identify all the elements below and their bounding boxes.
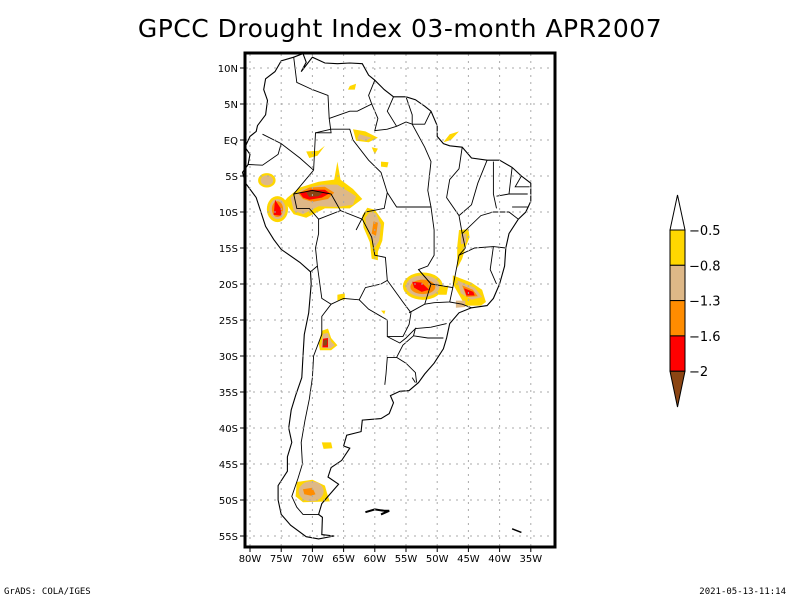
- lat-tick-label: 35S: [219, 388, 238, 399]
- lat-tick-label: EQ: [224, 136, 238, 147]
- state-border: [493, 162, 496, 209]
- country-border: [397, 357, 417, 382]
- lon-axis: 80W 75W 70W 65W 60W 55W 50W 45W 40W 35W: [239, 546, 543, 565]
- colorbar-label: −1.6: [689, 330, 721, 345]
- country-border: [248, 144, 281, 166]
- lon-tick-label: 60W: [363, 554, 386, 565]
- lon-tick-label: 45W: [457, 554, 480, 565]
- colorbar-label: −1.3: [689, 295, 721, 310]
- drought-patch-yellow: [443, 131, 459, 142]
- lon-tick-label: 35W: [519, 554, 542, 565]
- lat-tick-label: 40S: [219, 424, 238, 435]
- country-border: [412, 378, 415, 383]
- country-border: [387, 97, 396, 127]
- footer-credit: GrADS: COLA/IGES: [4, 587, 91, 597]
- drought-patch-yellow: [348, 84, 356, 90]
- drought-patch-yellow: [381, 162, 389, 168]
- colorbar-segment: [670, 336, 685, 371]
- colorbar-legend: −0.5 −0.8 −1.3 −1.6 −2: [670, 195, 721, 407]
- lat-axis: 10N 5N EQ 5S 10S 15S 20S 25S 30S 35S 40S 45S 50S 55S: [218, 64, 246, 543]
- colorbar-label: −0.5: [689, 224, 721, 239]
- country-border: [359, 280, 411, 336]
- drought-patch-yellow: [381, 311, 385, 315]
- lon-tick-label: 40W: [488, 554, 511, 565]
- country-border: [372, 104, 431, 131]
- colorbar-segment: [670, 265, 685, 300]
- map-figure: 10N5NEQ5S10S15S20S25S30S35S40S45S50S55S …: [0, 0, 800, 600]
- falkland-islands: [365, 509, 389, 514]
- lat-tick-label: 45S: [219, 460, 238, 471]
- colorbar-segment: [670, 301, 685, 336]
- lat-tick-label: 15S: [219, 244, 238, 255]
- state-border: [497, 167, 513, 196]
- colorbar-top-triangle: [670, 195, 685, 230]
- lon-tick-label: 50W: [426, 554, 449, 565]
- lon-tick-label: 55W: [395, 554, 418, 565]
- drought-patch-yellow: [322, 442, 333, 449]
- lon-tick-label: 65W: [332, 554, 355, 565]
- lat-tick-label: 10S: [219, 208, 238, 219]
- colorbar-label: −0.8: [689, 259, 721, 274]
- lat-tick-label: 50S: [219, 496, 238, 507]
- drought-patch-brown: [323, 339, 327, 346]
- state-border: [412, 124, 431, 207]
- state-border: [459, 160, 487, 215]
- lat-tick-label: 55S: [219, 532, 238, 543]
- footer-timestamp: 2021-05-13-11:14: [699, 587, 786, 597]
- state-border: [414, 336, 444, 338]
- drought-patch-tan: [261, 175, 273, 185]
- state-border: [387, 147, 465, 287]
- colorbar-label: −2: [689, 365, 708, 380]
- colorbar-segment: [670, 230, 685, 265]
- lat-tick-label: 10N: [218, 64, 238, 75]
- lat-tick-label: 20S: [219, 280, 238, 291]
- country-border: [406, 97, 412, 124]
- lon-tick-label: 75W: [270, 554, 293, 565]
- state-border: [490, 247, 496, 284]
- lat-tick-label: 30S: [219, 352, 238, 363]
- state-border: [515, 176, 529, 187]
- lon-tick-label: 70W: [301, 554, 324, 565]
- south-georgia: [512, 529, 521, 533]
- state-border: [415, 324, 446, 329]
- gridlines: [246, 54, 554, 546]
- lat-tick-label: 5S: [225, 172, 238, 183]
- continent-coastline: [243, 54, 531, 539]
- colorbar-bottom-triangle: [670, 371, 685, 407]
- lat-tick-label: 25S: [219, 316, 238, 327]
- drought-patch-yellow: [306, 146, 325, 158]
- map-frame: [245, 53, 555, 547]
- lat-tick-label: 5N: [224, 100, 238, 111]
- lon-tick-label: 80W: [239, 554, 262, 565]
- coastlines: [243, 54, 531, 539]
- state-border: [462, 212, 518, 234]
